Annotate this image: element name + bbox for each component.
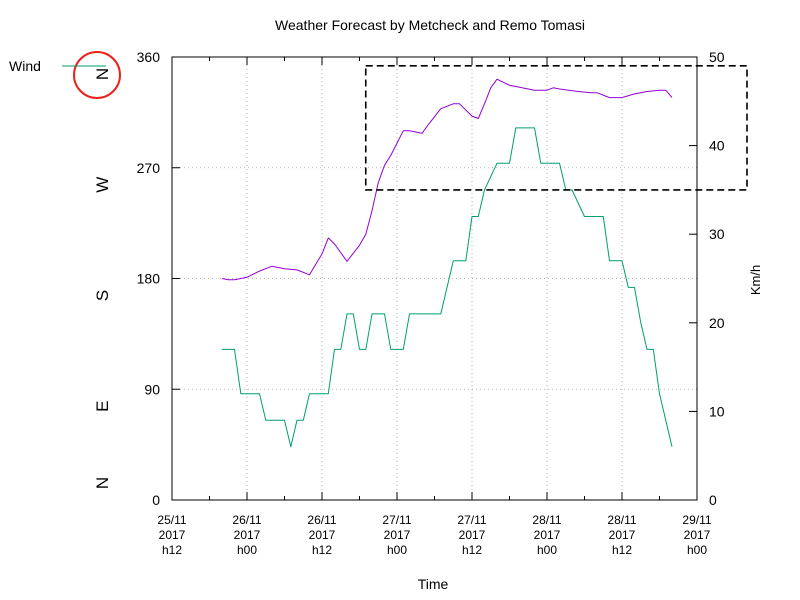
- legend-label: Wind: [9, 58, 41, 74]
- x-tick-label: 25/11 2017 h12: [157, 513, 186, 557]
- x-tick-label: 26/11 2017 h12: [307, 513, 336, 557]
- x-tick-label: 29/11 2017 h00: [682, 513, 711, 557]
- y-tick-label: 180: [137, 271, 161, 287]
- legend: Wind: [9, 58, 106, 74]
- series-line-wind: [222, 127, 673, 448]
- y2-tick-label: 30: [709, 226, 725, 242]
- x-tick-label: 28/11 2017 h00: [532, 513, 561, 557]
- compass-label-e: E: [93, 401, 112, 412]
- compass-labels: N E S W N: [73, 51, 121, 489]
- chart-title: Weather Forecast by Metcheck and Remo To…: [275, 17, 585, 33]
- y-ticks: 0 90 180 270 360: [137, 49, 180, 508]
- x-axis-label: Time: [418, 576, 449, 592]
- y-tick-label: 360: [137, 49, 161, 65]
- x-ticks: 25/11 2017 h12 26/11 2017 h00 26/11 2017 h12 27/1…: [157, 57, 712, 557]
- plot-frame: [171, 56, 698, 501]
- y-tick-label: 90: [144, 381, 160, 397]
- y2-axis-label: Km/h: [748, 265, 763, 295]
- y2-tick-label: 40: [709, 138, 725, 154]
- y2-ticks: 0 10 20 30 40 50: [689, 49, 725, 508]
- x-tick-label: 26/11 2017 h00: [232, 513, 261, 557]
- x-tick-label: 27/11 2017 h12: [457, 513, 486, 557]
- compass-label-s: S: [93, 290, 112, 301]
- series-layer: [221, 78, 673, 448]
- compass-label-w: W: [93, 177, 112, 193]
- highlight-circle: [73, 51, 121, 99]
- compass-label-n: N: [93, 477, 112, 489]
- y2-tick-label: 50: [709, 49, 725, 65]
- x-tick-label: 27/11 2017 h00: [382, 513, 411, 557]
- series-line-1: [221, 78, 673, 281]
- grid: [172, 57, 697, 500]
- y2-tick-label: 0: [709, 492, 717, 508]
- x-tick-label: 28/11 2017 h12: [607, 513, 636, 557]
- y-tick-label: 0: [152, 492, 160, 508]
- y2-tick-label: 20: [709, 315, 725, 331]
- compass-label-n: N: [93, 68, 112, 80]
- y2-tick-label: 10: [709, 403, 725, 419]
- annotation-box: [364, 65, 748, 191]
- y-tick-label: 270: [137, 160, 161, 176]
